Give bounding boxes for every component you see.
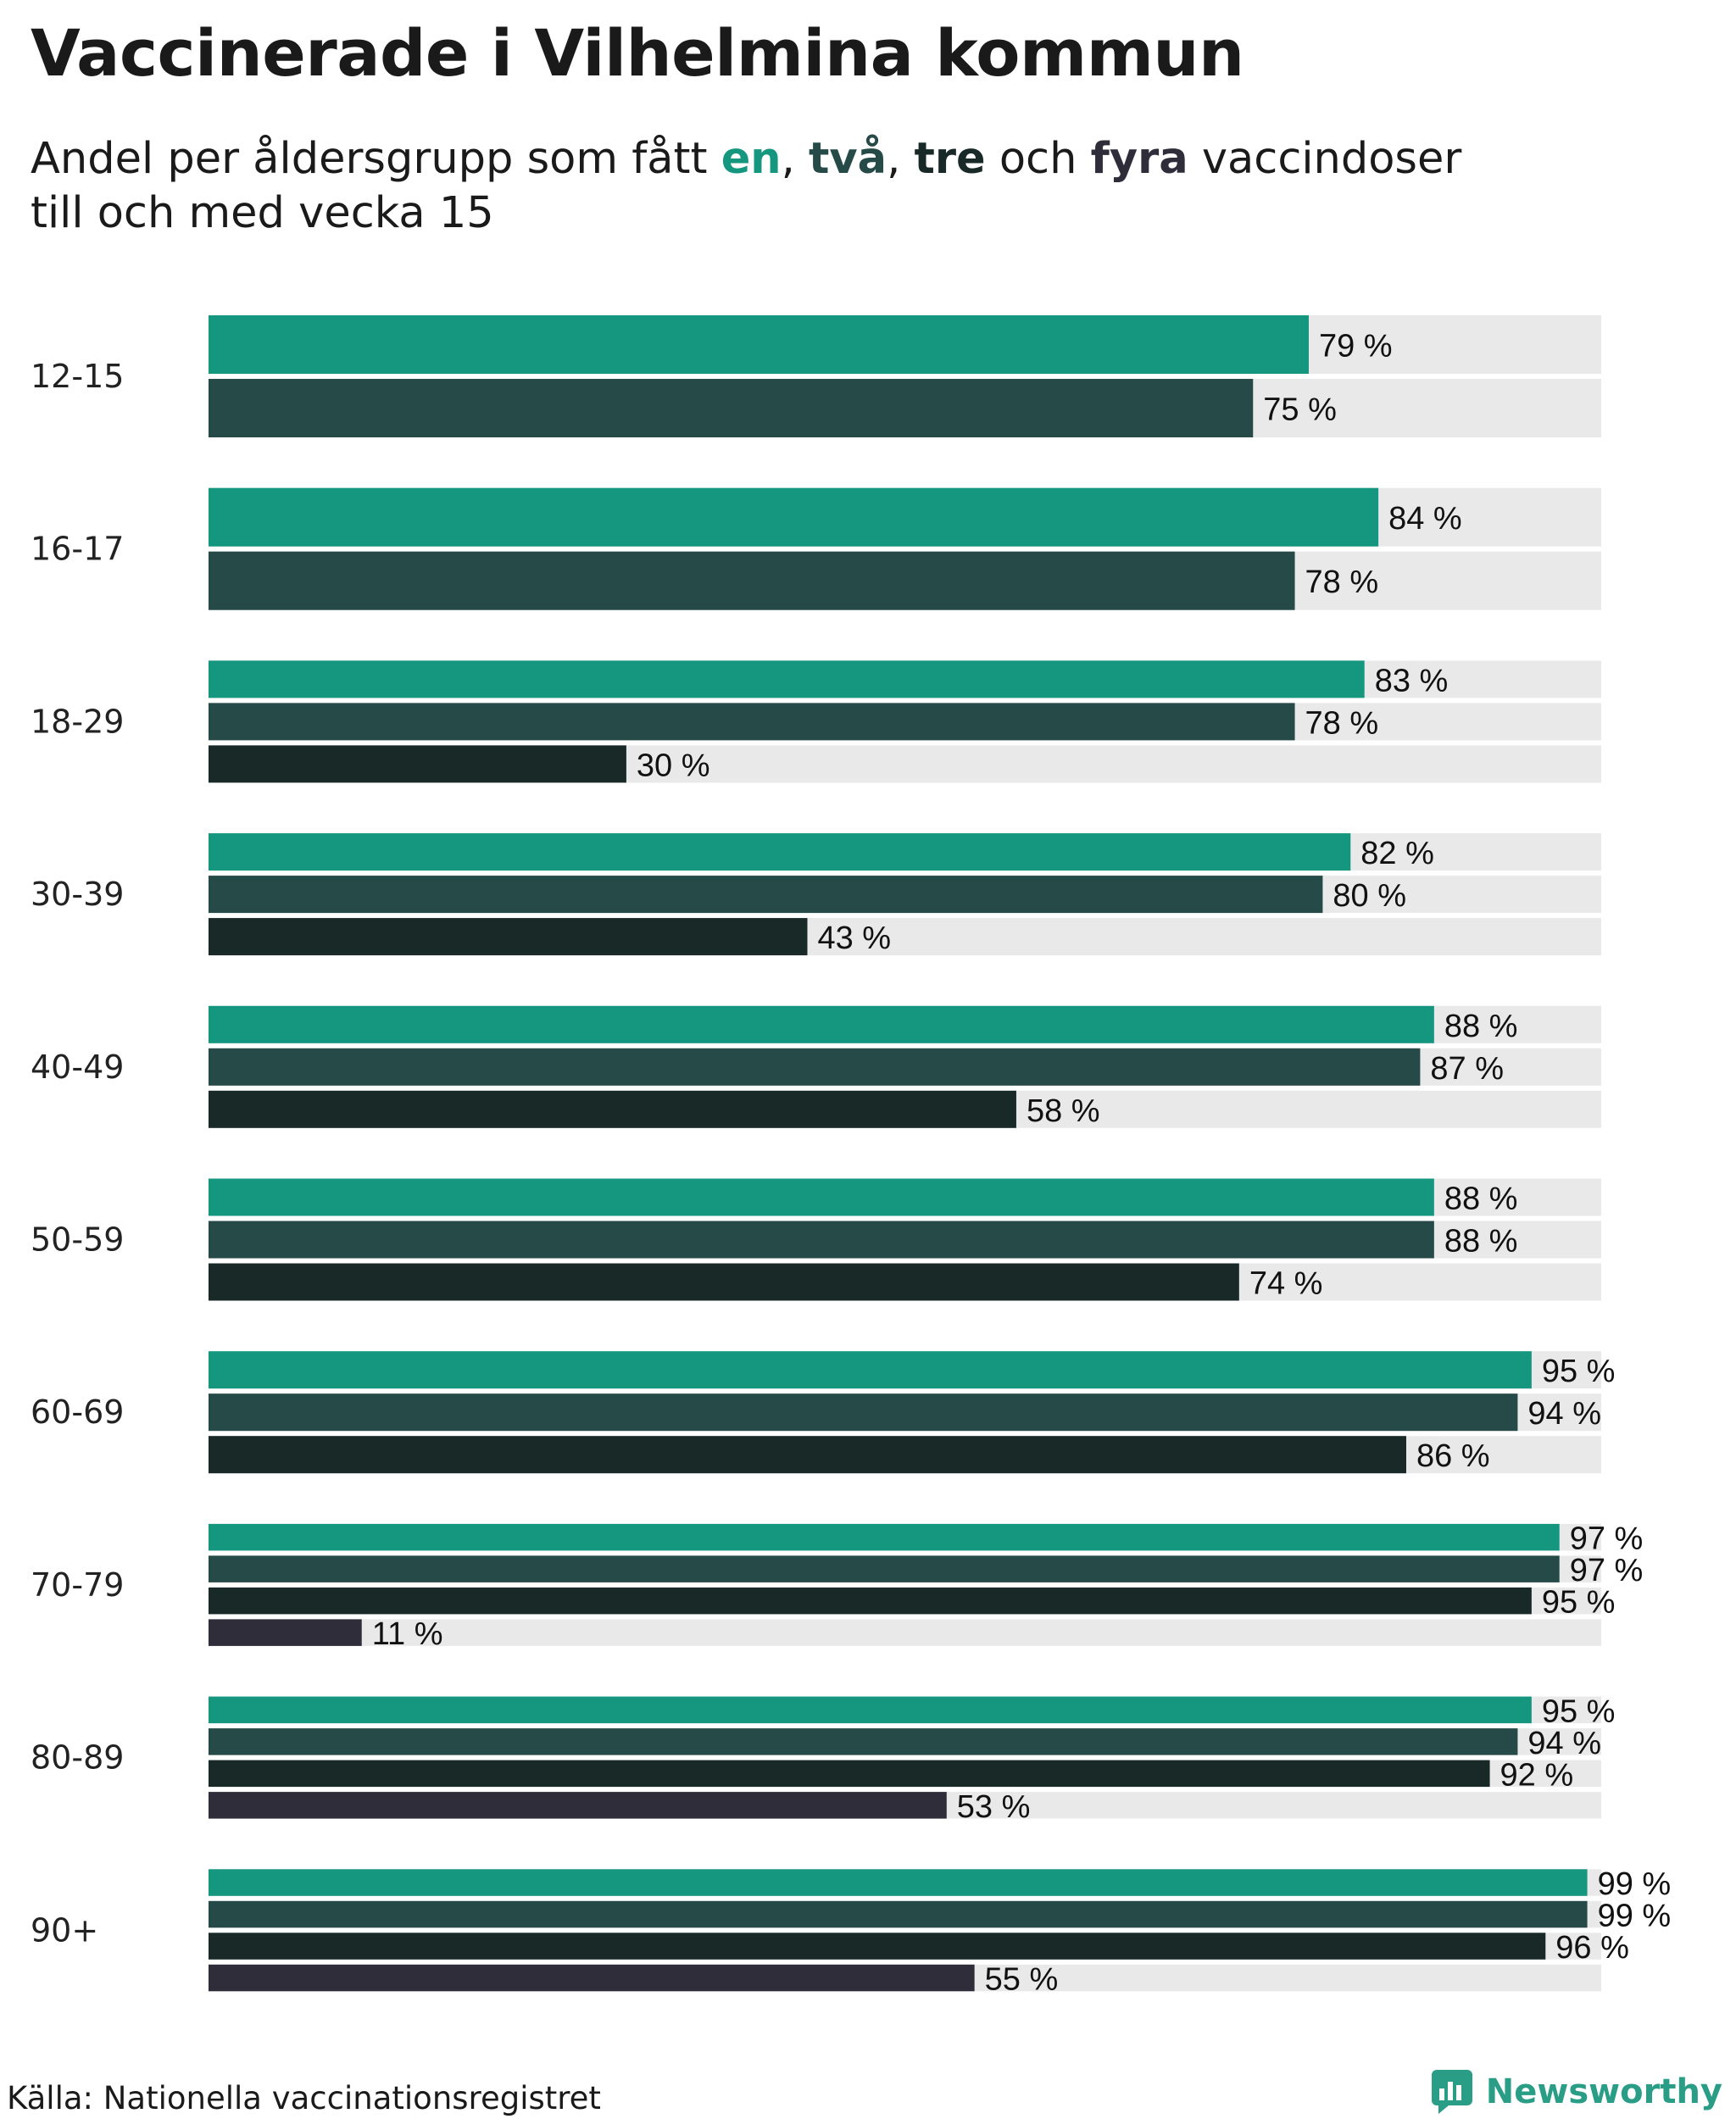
- data-label: 75 %: [1263, 392, 1337, 428]
- category-label: 60-69: [31, 1393, 124, 1431]
- data-label: 30 %: [637, 748, 710, 783]
- bar-tre: [209, 918, 808, 956]
- bar-tre: [209, 1587, 1532, 1615]
- brand-name: Newsworthy: [1485, 2072, 1722, 2111]
- data-label: 78 %: [1305, 565, 1379, 600]
- bar-en: [209, 487, 1379, 547]
- category-label: 90+: [31, 1911, 98, 1949]
- chart-title: Vaccinerade i Vilhelmina kommun: [31, 15, 1244, 91]
- bar-en: [209, 833, 1351, 871]
- bar-en: [209, 315, 1309, 374]
- bar-track: [209, 1619, 1601, 1646]
- bar-tva: [209, 1393, 1518, 1432]
- bar-en: [209, 1005, 1434, 1043]
- data-label: 58 %: [1027, 1093, 1100, 1129]
- data-label: 95 %: [1542, 1694, 1616, 1729]
- bar-tre: [209, 745, 626, 783]
- data-label: 79 %: [1319, 329, 1393, 364]
- legend-tre: tre: [914, 134, 986, 184]
- bar-tva: [209, 551, 1295, 610]
- bar-fyra: [209, 1619, 362, 1646]
- data-label: 55 %: [985, 1962, 1059, 1998]
- data-label: 78 %: [1305, 705, 1379, 741]
- bar-tva: [209, 1221, 1434, 1259]
- subtitle-och: och: [985, 134, 1091, 184]
- legend-tva: två: [809, 134, 887, 184]
- bar-en: [209, 1523, 1560, 1551]
- subtitle-line-2: till och med vecka 15: [31, 188, 494, 238]
- data-label: 94 %: [1527, 1726, 1601, 1761]
- source-note: Källa: Nationella vaccinationsregistret: [7, 2080, 601, 2116]
- data-label: 99 %: [1598, 1899, 1672, 1934]
- data-label: 43 %: [817, 920, 891, 956]
- subtitle-suffix: vaccindoser: [1188, 134, 1462, 184]
- bar-en: [209, 1178, 1434, 1216]
- data-label: 74 %: [1249, 1266, 1323, 1302]
- brand[interactable]: Newsworthy: [1430, 2068, 1722, 2116]
- legend-en: en: [721, 134, 782, 184]
- bar-tre: [209, 1090, 1016, 1128]
- category-label: 80-89: [31, 1739, 124, 1777]
- category-label: 16-17: [31, 531, 124, 568]
- data-label: 80 %: [1333, 878, 1406, 914]
- bar-en: [209, 1696, 1532, 1724]
- data-label: 87 %: [1430, 1051, 1504, 1087]
- data-label: 88 %: [1444, 1009, 1518, 1044]
- footer: Källa: Nationella vaccinationsregistret …: [0, 2068, 1736, 2119]
- bar-tva: [209, 1048, 1421, 1086]
- bar-tva: [209, 1555, 1560, 1582]
- bar-tva: [209, 876, 1323, 914]
- data-label: 97 %: [1570, 1553, 1644, 1588]
- bar-tre: [209, 1436, 1406, 1474]
- category-label: 40-49: [31, 1048, 124, 1086]
- data-label: 82 %: [1360, 836, 1434, 871]
- bar-tva: [209, 1728, 1518, 1755]
- data-label: 88 %: [1444, 1224, 1518, 1260]
- data-label: 86 %: [1416, 1438, 1490, 1474]
- subtitle-prefix: Andel per åldersgrupp som fått: [31, 134, 721, 184]
- bar-en: [209, 1351, 1532, 1389]
- bar-tre: [209, 1933, 1546, 1960]
- data-label: 95 %: [1542, 1585, 1616, 1621]
- category-label: 18-29: [31, 703, 124, 740]
- subtitle-sep-2: ,: [887, 134, 915, 184]
- data-label: 97 %: [1570, 1521, 1644, 1557]
- bar-tva: [209, 1900, 1588, 1928]
- bar-en: [209, 1869, 1588, 1896]
- data-label: 95 %: [1542, 1354, 1616, 1389]
- data-label: 99 %: [1598, 1866, 1672, 1902]
- data-label: 53 %: [957, 1789, 1031, 1825]
- bar-tre: [209, 1760, 1490, 1788]
- category-label: 50-59: [31, 1221, 124, 1259]
- data-label: 96 %: [1555, 1930, 1629, 1966]
- bar-tre: [209, 1263, 1239, 1301]
- newsworthy-logo-icon: [1431, 2070, 1472, 2114]
- data-label: 88 %: [1444, 1182, 1518, 1217]
- legend-fyra: fyra: [1090, 134, 1188, 184]
- bar-tva: [209, 703, 1295, 741]
- bar-chart: 12-15 79 % 75 % 16-17 84 % 78 % 18-29 83 % 78 % 3…: [31, 315, 1672, 1998]
- subtitle-sep-1: ,: [781, 134, 810, 184]
- data-label: 83 %: [1375, 663, 1449, 698]
- data-label: 11 %: [372, 1616, 443, 1652]
- category-label: 30-39: [31, 876, 124, 913]
- data-label: 84 %: [1388, 501, 1462, 537]
- bar-fyra: [209, 1964, 975, 1992]
- bar-fyra: [209, 1792, 947, 1819]
- category-label: 70-79: [31, 1566, 124, 1604]
- data-label: 92 %: [1500, 1757, 1574, 1793]
- category-label: 12-15: [31, 358, 124, 395]
- data-label: 94 %: [1527, 1396, 1601, 1432]
- bar-en: [209, 660, 1365, 698]
- chart-subtitle: Andel per åldersgrupp som fått en, två, …: [31, 132, 1556, 241]
- bar-tva: [209, 379, 1254, 437]
